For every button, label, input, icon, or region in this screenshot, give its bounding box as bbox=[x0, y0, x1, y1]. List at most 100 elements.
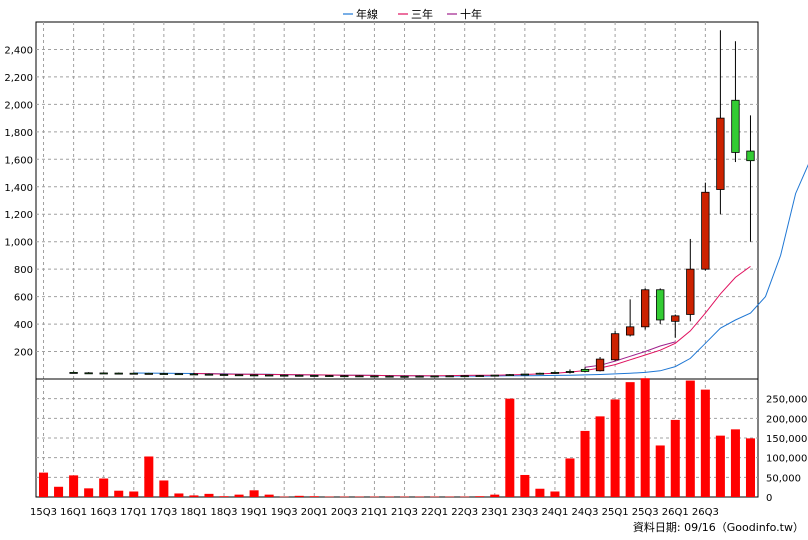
candle-body bbox=[189, 373, 199, 376]
volume-bar bbox=[294, 495, 304, 497]
x-tick-label: 18Q1 bbox=[180, 507, 207, 518]
candle-body bbox=[671, 315, 680, 322]
legend-label-1: 年線 bbox=[356, 7, 378, 21]
legend-label-2: 三年 bbox=[411, 7, 433, 21]
x-tick-label: 21Q1 bbox=[361, 507, 388, 518]
volume-bar bbox=[610, 399, 620, 497]
volume-bar bbox=[475, 496, 485, 497]
volume-bar bbox=[84, 488, 94, 497]
price-tick-label: 2,200 bbox=[4, 73, 33, 84]
candle-body bbox=[69, 372, 78, 374]
x-tick-label: 15Q3 bbox=[30, 507, 57, 518]
volume-bar bbox=[745, 438, 755, 497]
volume-bar bbox=[730, 429, 740, 497]
x-tick-label: 22Q3 bbox=[451, 507, 478, 518]
candle-body bbox=[460, 375, 469, 378]
volume-bar bbox=[69, 475, 79, 497]
volume-bar bbox=[460, 496, 470, 498]
volume-bar bbox=[264, 494, 274, 497]
candle-body bbox=[370, 375, 379, 378]
volume-bar bbox=[309, 496, 319, 497]
price-tick-label: 1,200 bbox=[4, 210, 33, 221]
ma-line-2 bbox=[193, 265, 751, 377]
volume-bar bbox=[655, 445, 665, 497]
candle-body bbox=[580, 368, 590, 372]
price-tick-label: 200 bbox=[14, 348, 33, 359]
candle-body bbox=[535, 372, 545, 375]
volume-bar bbox=[430, 496, 440, 498]
volume-bar bbox=[339, 496, 349, 498]
price-axis-ticks: 200 400 600 800 1,000 1,200 1,400 1,600 1,800 2,0… bbox=[4, 45, 33, 358]
price-tick-label: 1,400 bbox=[4, 183, 33, 194]
price-tick-label: 1,000 bbox=[4, 238, 33, 249]
volume-bar bbox=[384, 496, 394, 498]
x-tick-label: 16Q3 bbox=[90, 507, 117, 518]
volume-bar bbox=[715, 435, 725, 497]
volume-bar bbox=[99, 478, 109, 497]
x-tick-label: 24Q1 bbox=[541, 507, 568, 518]
volume-bar bbox=[445, 496, 455, 498]
volume-bar bbox=[490, 494, 500, 497]
volume-bar bbox=[670, 419, 680, 497]
volume-bar bbox=[700, 389, 710, 497]
candle-body bbox=[641, 289, 650, 328]
volume-tick-label: 0 bbox=[766, 493, 772, 504]
volume-bar bbox=[369, 496, 379, 498]
candle-body bbox=[129, 372, 138, 375]
price-tick-label: 1,600 bbox=[4, 155, 33, 166]
price-tick-label: 400 bbox=[14, 320, 33, 331]
candle-body bbox=[310, 375, 319, 377]
price-tick-label: 2,000 bbox=[4, 100, 33, 111]
price-panel-frame bbox=[35, 21, 759, 380]
volume-bar bbox=[114, 490, 124, 497]
volume-tick-label: 200,000 bbox=[766, 414, 807, 425]
x-tick-label: 22Q1 bbox=[421, 507, 448, 518]
volume-bar bbox=[640, 378, 650, 497]
volume-bars bbox=[39, 378, 755, 498]
x-tick-label: 25Q1 bbox=[602, 507, 629, 518]
legend-label-3: 十年 bbox=[460, 7, 482, 21]
volume-bar bbox=[279, 496, 289, 498]
candle-body bbox=[610, 333, 620, 361]
candle-body bbox=[505, 374, 514, 377]
x-tick-label: 20Q3 bbox=[331, 507, 358, 518]
x-tick-label: 25Q3 bbox=[632, 507, 659, 518]
candle-body bbox=[280, 374, 289, 377]
source-label: 資料日期: 09/16（Goodinfo.tw） bbox=[633, 520, 804, 534]
candle-body bbox=[295, 374, 304, 377]
chart-legend: 年線 三年 十年 bbox=[343, 7, 482, 21]
candle-body bbox=[325, 375, 334, 377]
candle-body bbox=[550, 372, 560, 374]
candle-body bbox=[114, 372, 123, 375]
volume-bar bbox=[174, 493, 184, 497]
candle-body bbox=[686, 268, 695, 315]
volume-bar bbox=[54, 486, 64, 497]
volume-bar bbox=[204, 493, 214, 497]
x-tick-label: 21Q3 bbox=[391, 507, 418, 518]
price-tick-label: 1,800 bbox=[4, 128, 33, 139]
candle-body bbox=[385, 375, 394, 378]
candle-body bbox=[625, 326, 635, 336]
x-tick-label: 17Q3 bbox=[150, 507, 177, 518]
candle-body bbox=[355, 375, 364, 378]
volume-bar bbox=[535, 488, 545, 497]
candle-body bbox=[520, 373, 530, 376]
x-tick-label: 26Q1 bbox=[662, 507, 689, 518]
candle-body bbox=[701, 191, 710, 270]
candle-body bbox=[264, 374, 274, 377]
price-tick-label: 2,400 bbox=[4, 45, 33, 56]
volume-tick-label: 100,000 bbox=[766, 454, 807, 465]
candle-body bbox=[656, 289, 665, 321]
x-tick-label: 23Q3 bbox=[511, 507, 538, 518]
volume-bar bbox=[415, 496, 425, 498]
x-tick-label: 17Q1 bbox=[120, 507, 147, 518]
volume-bar bbox=[129, 491, 139, 497]
volume-gridlines bbox=[36, 379, 758, 497]
candle-body bbox=[565, 371, 575, 373]
volume-bar bbox=[685, 380, 695, 497]
candle-body bbox=[159, 373, 169, 375]
x-tick-label: 16Q1 bbox=[60, 507, 87, 518]
x-tick-label: 19Q3 bbox=[271, 507, 298, 518]
x-tick-label: 26Q3 bbox=[692, 507, 719, 518]
volume-bar bbox=[234, 494, 244, 497]
